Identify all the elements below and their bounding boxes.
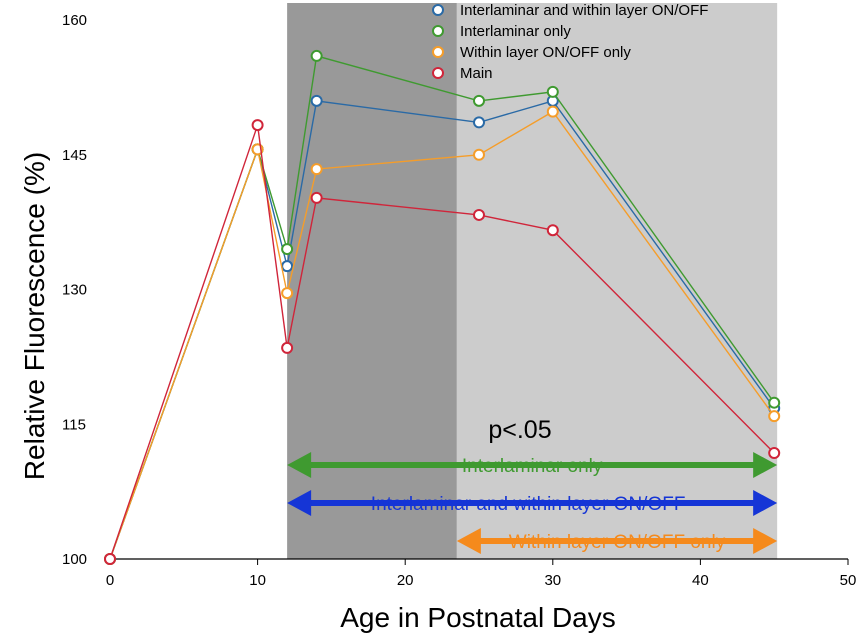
arrow-head-left (287, 490, 312, 516)
data-point (281, 260, 294, 273)
legend-label: Interlaminar only (460, 23, 571, 40)
data-point (310, 94, 323, 107)
data-point (473, 148, 485, 161)
y-axis-label: Relative Fluorescence (%) (19, 152, 50, 480)
data-point (281, 243, 294, 256)
data-point (768, 446, 781, 459)
data-point (104, 553, 116, 565)
legend: Interlaminar and within layer ON/OFF Inte… (432, 2, 708, 82)
x-tick-label: 30 (544, 572, 561, 589)
arrow-head-right (753, 528, 778, 554)
data-point (473, 94, 485, 107)
data-point (546, 105, 559, 118)
data-series (104, 49, 781, 565)
x-tick-label: 40 (692, 572, 709, 589)
x-axis-label: Age in Postnatal Days (340, 602, 616, 633)
arrow-label: Interlaminar and within layer ON/OFF (371, 494, 686, 515)
legend-label: Interlaminar and within layer ON/OFF (460, 2, 708, 19)
legend-marker (432, 46, 444, 58)
data-point (281, 341, 294, 354)
x-tick-label: 20 (397, 572, 414, 589)
data-point (546, 224, 559, 237)
legend-marker (432, 25, 444, 37)
data-point (546, 85, 559, 98)
x-tick-label: 0 (106, 572, 114, 589)
annotations: p<.05 Interlaminar only Interlaminar and w… (287, 416, 778, 554)
legend-marker (432, 67, 444, 79)
data-point (310, 191, 323, 204)
data-point (768, 410, 781, 423)
legend-marker (432, 4, 444, 16)
arrow-annotation-3: Within layer ON/OFF only (456, 528, 778, 554)
data-point (473, 116, 485, 129)
arrow-head-right (753, 452, 778, 478)
data-point (310, 49, 323, 62)
data-point (473, 208, 485, 221)
y-tick-label: 130 (62, 282, 87, 299)
y-tick-label: 100 (62, 551, 87, 568)
x-tick-label: 10 (249, 572, 266, 589)
arrow-annotation-1: Interlaminar only (287, 452, 778, 478)
y-tick-label: 160 (62, 12, 87, 29)
arrow-label: Interlaminar only (462, 456, 603, 477)
data-point (768, 396, 781, 409)
arrow-head-left (456, 528, 481, 554)
y-tick-label: 145 (62, 147, 87, 164)
axes: 0 10 20 30 40 50 100 115 130 145 160 (62, 12, 856, 589)
x-tick-label: 50 (840, 572, 857, 589)
data-point (251, 119, 264, 132)
data-point (281, 287, 294, 300)
arrow-head-left (287, 452, 312, 478)
arrow-annotation-2: Interlaminar and within layer ON/OFF (287, 490, 778, 516)
significance-label: p<.05 (488, 416, 551, 444)
y-tick-label: 115 (62, 416, 86, 433)
legend-label: Main (460, 65, 493, 82)
legend-label: Within layer ON/OFF only (460, 44, 631, 61)
data-point (310, 163, 323, 176)
arrow-head-right (753, 490, 778, 516)
arrow-label: Within layer ON/OFF only (509, 532, 726, 553)
